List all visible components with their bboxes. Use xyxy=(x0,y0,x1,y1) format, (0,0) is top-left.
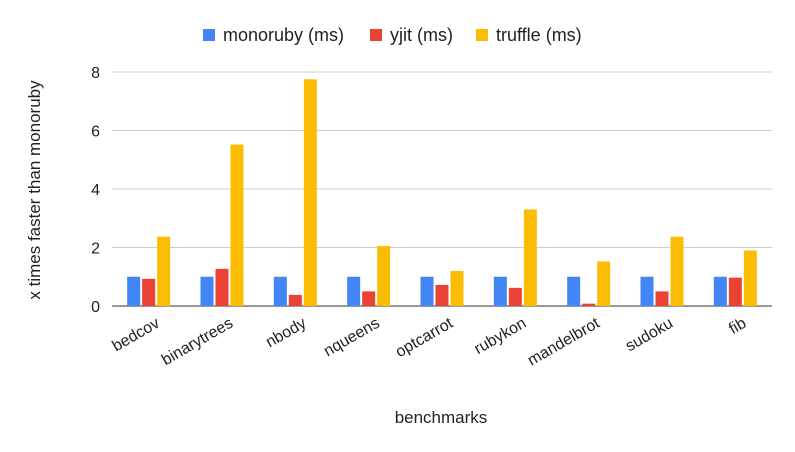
bar xyxy=(142,278,156,306)
legend-label: monoruby (ms) xyxy=(223,25,344,45)
bar xyxy=(597,261,611,306)
bar xyxy=(450,270,464,306)
bar xyxy=(567,276,581,306)
y-tick-label: 0 xyxy=(91,299,100,316)
bar xyxy=(200,276,214,306)
y-axis-ticks: 0 2 4 6 8 xyxy=(91,65,100,316)
x-tick-label: fib xyxy=(726,315,749,338)
bar xyxy=(640,276,654,306)
legend-swatch xyxy=(203,29,215,41)
x-tick-label: optcarrot xyxy=(393,314,457,361)
bar xyxy=(215,268,229,306)
x-tick-label: binarytrees xyxy=(159,315,236,369)
x-tick-label: bedcov xyxy=(109,315,162,356)
x-tick-label: nqueens xyxy=(321,315,383,360)
bar xyxy=(377,246,391,306)
x-axis-title: benchmarks xyxy=(395,408,488,427)
bar xyxy=(523,209,537,306)
x-tick-label: mandelbrot xyxy=(525,314,603,369)
y-tick-label: 2 xyxy=(91,241,100,258)
x-tick-label: nbody xyxy=(263,315,309,352)
bar xyxy=(157,236,171,306)
legend-swatch xyxy=(476,29,488,41)
legend-label: yjit (ms) xyxy=(390,25,453,45)
bar xyxy=(230,144,244,306)
y-tick-label: 4 xyxy=(91,182,100,199)
bar xyxy=(420,276,434,306)
bar xyxy=(347,276,361,306)
bar xyxy=(303,79,317,306)
bars xyxy=(127,79,757,306)
bar xyxy=(670,236,684,306)
bar xyxy=(728,277,742,306)
bar xyxy=(582,303,596,306)
bar xyxy=(655,291,669,306)
x-tick-label: sudoku xyxy=(623,315,676,356)
y-tick-label: 8 xyxy=(91,65,100,82)
bar xyxy=(493,276,507,306)
bar xyxy=(288,294,302,306)
bar xyxy=(435,284,449,306)
bar xyxy=(127,276,141,306)
bar xyxy=(713,276,727,306)
bar xyxy=(743,250,757,306)
legend-label: truffle (ms) xyxy=(496,25,582,45)
legend-swatch xyxy=(370,29,382,41)
bar xyxy=(362,291,376,306)
y-axis-title: x times faster than monoruby xyxy=(25,80,44,300)
y-tick-label: 6 xyxy=(91,124,100,141)
bar xyxy=(273,276,287,306)
x-tick-label: rubykon xyxy=(472,315,530,358)
bar xyxy=(508,287,522,306)
legend: monoruby (ms) yjit (ms) truffle (ms) xyxy=(203,25,582,45)
